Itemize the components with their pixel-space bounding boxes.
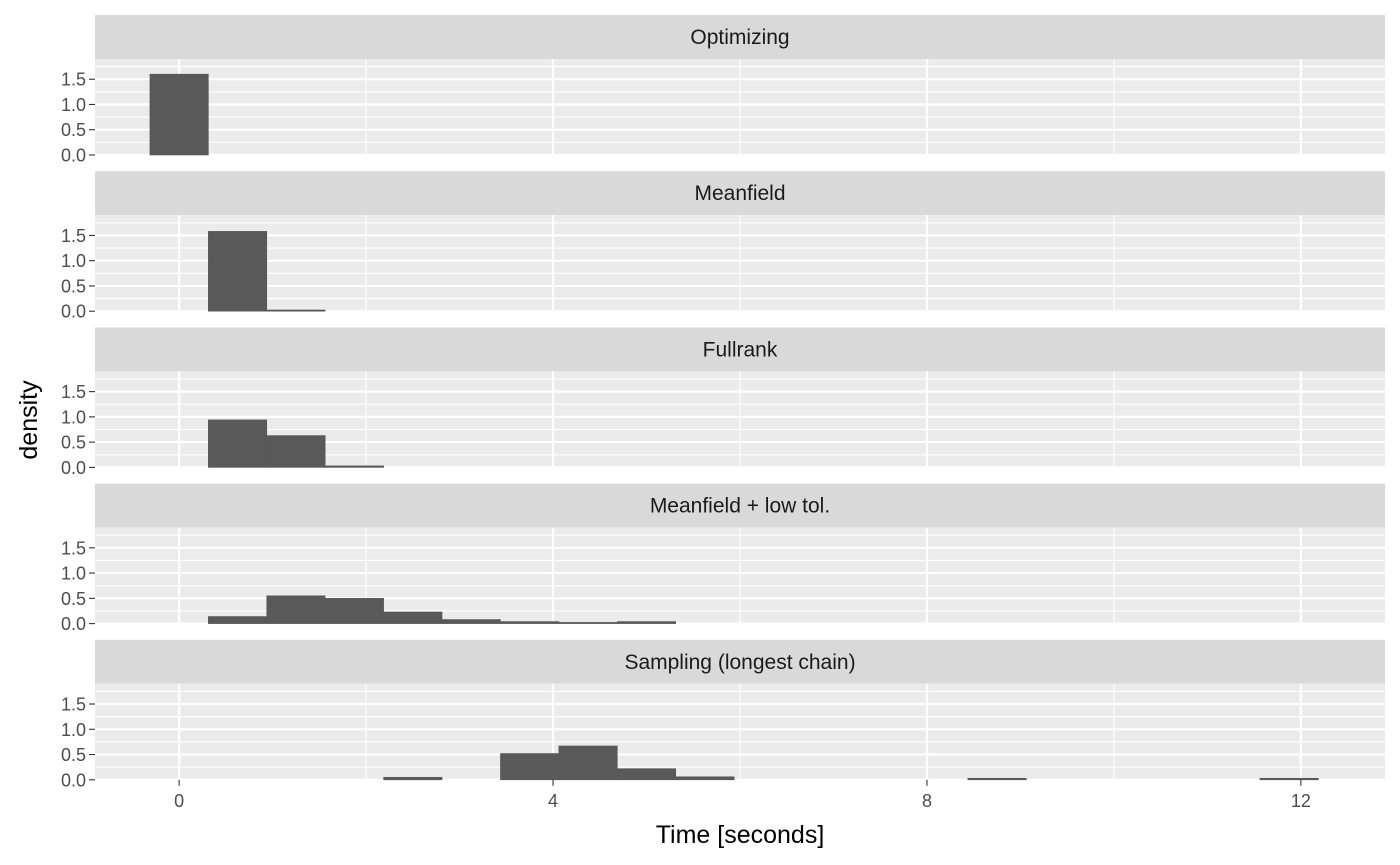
y-tick-label: 1.5 xyxy=(61,70,86,90)
facet-panel: Meanfield 0.0 0.5 1.0 1.5 xyxy=(61,171,1385,322)
histogram-bar xyxy=(967,777,1027,781)
histogram-bar xyxy=(383,776,443,781)
histogram-bar xyxy=(617,621,677,624)
facet-strip xyxy=(95,171,1385,216)
facet-strip xyxy=(95,15,1385,59)
facet-strip xyxy=(95,483,1385,528)
x-axis: 0 4 8 12 xyxy=(174,779,1311,811)
facet-panels: Optimizing 0.0 0.5 1.0 1.5 Meanfield 0.0 0.5 1.0… xyxy=(61,15,1385,790)
histogram-bar xyxy=(266,595,326,624)
y-axis-title: density xyxy=(15,380,43,460)
y-tick-label: 0.0 xyxy=(61,302,86,322)
histogram-bar xyxy=(266,309,326,312)
facet-strip-label: Meanfield xyxy=(694,182,785,205)
y-tick-label: 1.5 xyxy=(61,695,86,715)
y-tick-label: 1.0 xyxy=(61,407,86,427)
x-tick-label: 4 xyxy=(548,791,558,811)
histogram-bar xyxy=(441,619,501,624)
y-tick-label: 1.0 xyxy=(61,251,86,271)
y-tick-label: 0.5 xyxy=(61,120,86,140)
facet-strip-label: Sampling (longest chain) xyxy=(624,651,855,674)
facet-strip-label: Optimizing xyxy=(690,26,789,49)
histogram-bar xyxy=(558,622,618,624)
y-tick-label: 1.5 xyxy=(61,382,86,402)
x-tick-label: 12 xyxy=(1291,791,1311,811)
y-tick-label: 0.5 xyxy=(61,276,86,296)
histogram-bar xyxy=(500,621,560,624)
facet-panel: Optimizing 0.0 0.5 1.0 1.5 xyxy=(61,15,1385,166)
y-tick-label: 0.0 xyxy=(61,614,86,634)
y-tick-label: 0.5 xyxy=(61,433,86,453)
histogram-bar xyxy=(1259,777,1319,781)
histogram-bar xyxy=(149,73,209,156)
y-tick-label: 1.5 xyxy=(61,538,86,558)
x-tick-label: 8 xyxy=(922,791,932,811)
histogram-bar xyxy=(675,776,735,781)
histogram-bar xyxy=(617,768,677,781)
y-tick-label: 1.5 xyxy=(61,226,86,246)
histogram-bar xyxy=(208,231,268,312)
histogram-bar xyxy=(266,435,326,468)
histogram-bar xyxy=(324,465,384,468)
facet-strip-label: Fullrank xyxy=(703,338,778,361)
facet-strip xyxy=(95,327,1385,372)
facet-strip-label: Meanfield + low tol. xyxy=(650,495,830,518)
y-tick-label: 1.0 xyxy=(61,564,86,584)
y-tick-label: 0.5 xyxy=(61,589,86,609)
histogram-bar xyxy=(500,753,560,781)
y-tick-label: 0.0 xyxy=(61,146,86,166)
y-tick-label: 1.0 xyxy=(61,720,86,740)
histogram-bar xyxy=(383,611,443,624)
histogram-bar xyxy=(208,419,268,468)
facet-panel: Sampling (longest chain) 0.0 0.5 1.0 1.5 xyxy=(61,639,1385,790)
x-tick-label: 0 xyxy=(174,791,184,811)
y-tick-label: 1.0 xyxy=(61,95,86,115)
y-tick-label: 0.5 xyxy=(61,745,86,765)
histogram-bar xyxy=(324,598,384,624)
facet-panel: Meanfield + low tol. 0.0 0.5 1.0 1.5 xyxy=(61,483,1385,634)
facet-panel: Fullrank 0.0 0.5 1.0 1.5 xyxy=(61,327,1385,478)
x-axis-title: Time [seconds] xyxy=(656,821,825,849)
y-tick-label: 0.0 xyxy=(61,458,86,478)
histogram-bar xyxy=(208,616,268,624)
histogram-bar xyxy=(558,745,618,781)
facet-strip xyxy=(95,639,1385,684)
y-tick-label: 0.0 xyxy=(61,770,86,790)
